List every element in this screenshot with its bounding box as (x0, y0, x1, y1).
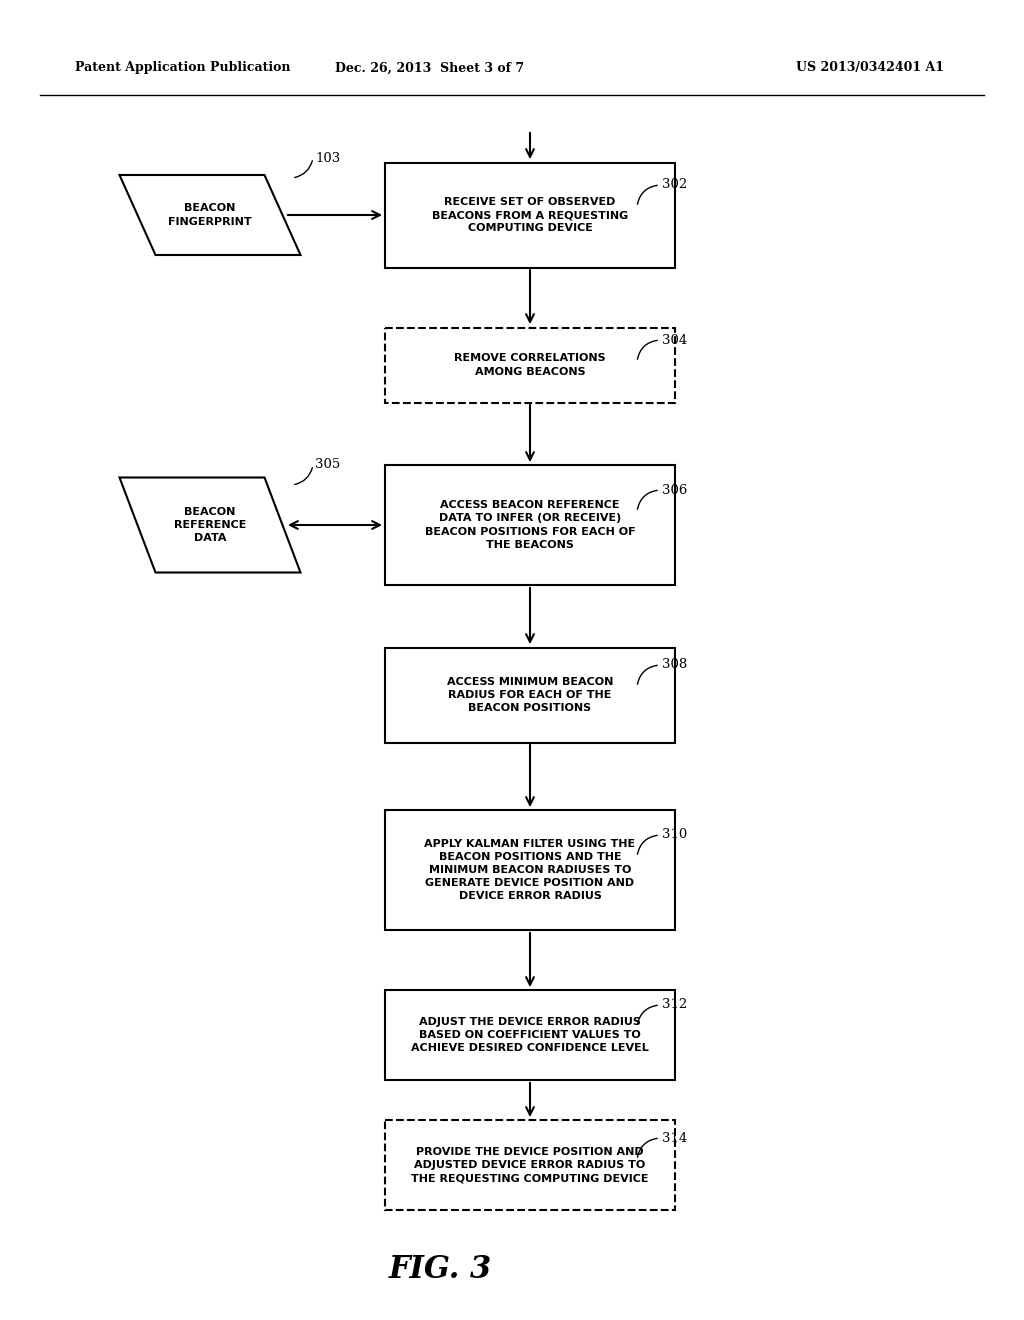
Text: 305: 305 (315, 458, 340, 471)
Text: RECEIVE SET OF OBSERVED
BEACONS FROM A REQUESTING
COMPUTING DEVICE: RECEIVE SET OF OBSERVED BEACONS FROM A R… (432, 197, 628, 234)
Polygon shape (120, 478, 300, 573)
Bar (385, 327, 675, 403)
Text: Patent Application Publication: Patent Application Publication (75, 62, 291, 74)
Text: PROVIDE THE DEVICE POSITION AND
ADJUSTED DEVICE ERROR RADIUS TO
THE REQUESTING C: PROVIDE THE DEVICE POSITION AND ADJUSTED… (412, 1147, 649, 1183)
Text: REMOVE CORRELATIONS
AMONG BEACONS: REMOVE CORRELATIONS AMONG BEACONS (455, 354, 606, 376)
Text: 308: 308 (662, 659, 687, 672)
Text: BEACON
FINGERPRINT: BEACON FINGERPRINT (168, 203, 252, 227)
Text: 306: 306 (662, 483, 687, 496)
Text: ACCESS MINIMUM BEACON
RADIUS FOR EACH OF THE
BEACON POSITIONS: ACCESS MINIMUM BEACON RADIUS FOR EACH OF… (446, 677, 613, 713)
Text: US 2013/0342401 A1: US 2013/0342401 A1 (796, 62, 944, 74)
Bar (385, 465, 675, 585)
Text: ADJUST THE DEVICE ERROR RADIUS
BASED ON COEFFICIENT VALUES TO
ACHIEVE DESIRED CO: ADJUST THE DEVICE ERROR RADIUS BASED ON … (411, 1016, 649, 1053)
Bar (385, 648, 675, 742)
Text: Dec. 26, 2013  Sheet 3 of 7: Dec. 26, 2013 Sheet 3 of 7 (336, 62, 524, 74)
Text: 103: 103 (315, 152, 340, 165)
Bar (385, 1119, 675, 1210)
Bar (385, 990, 675, 1080)
Text: 304: 304 (662, 334, 687, 346)
Text: 302: 302 (662, 178, 687, 191)
Bar (385, 810, 675, 931)
Text: BEACON
REFERENCE
DATA: BEACON REFERENCE DATA (174, 507, 246, 544)
Text: FIG. 3: FIG. 3 (388, 1254, 492, 1286)
Polygon shape (120, 176, 300, 255)
Bar (385, 162, 675, 268)
Text: ACCESS BEACON REFERENCE
DATA TO INFER (OR RECEIVE)
BEACON POSITIONS FOR EACH OF
: ACCESS BEACON REFERENCE DATA TO INFER (O… (425, 500, 635, 550)
Text: 312: 312 (662, 998, 687, 1011)
Text: 310: 310 (662, 829, 687, 842)
Text: 314: 314 (662, 1131, 687, 1144)
Text: APPLY KALMAN FILTER USING THE
BEACON POSITIONS AND THE
MINIMUM BEACON RADIUSES T: APPLY KALMAN FILTER USING THE BEACON POS… (424, 838, 636, 902)
